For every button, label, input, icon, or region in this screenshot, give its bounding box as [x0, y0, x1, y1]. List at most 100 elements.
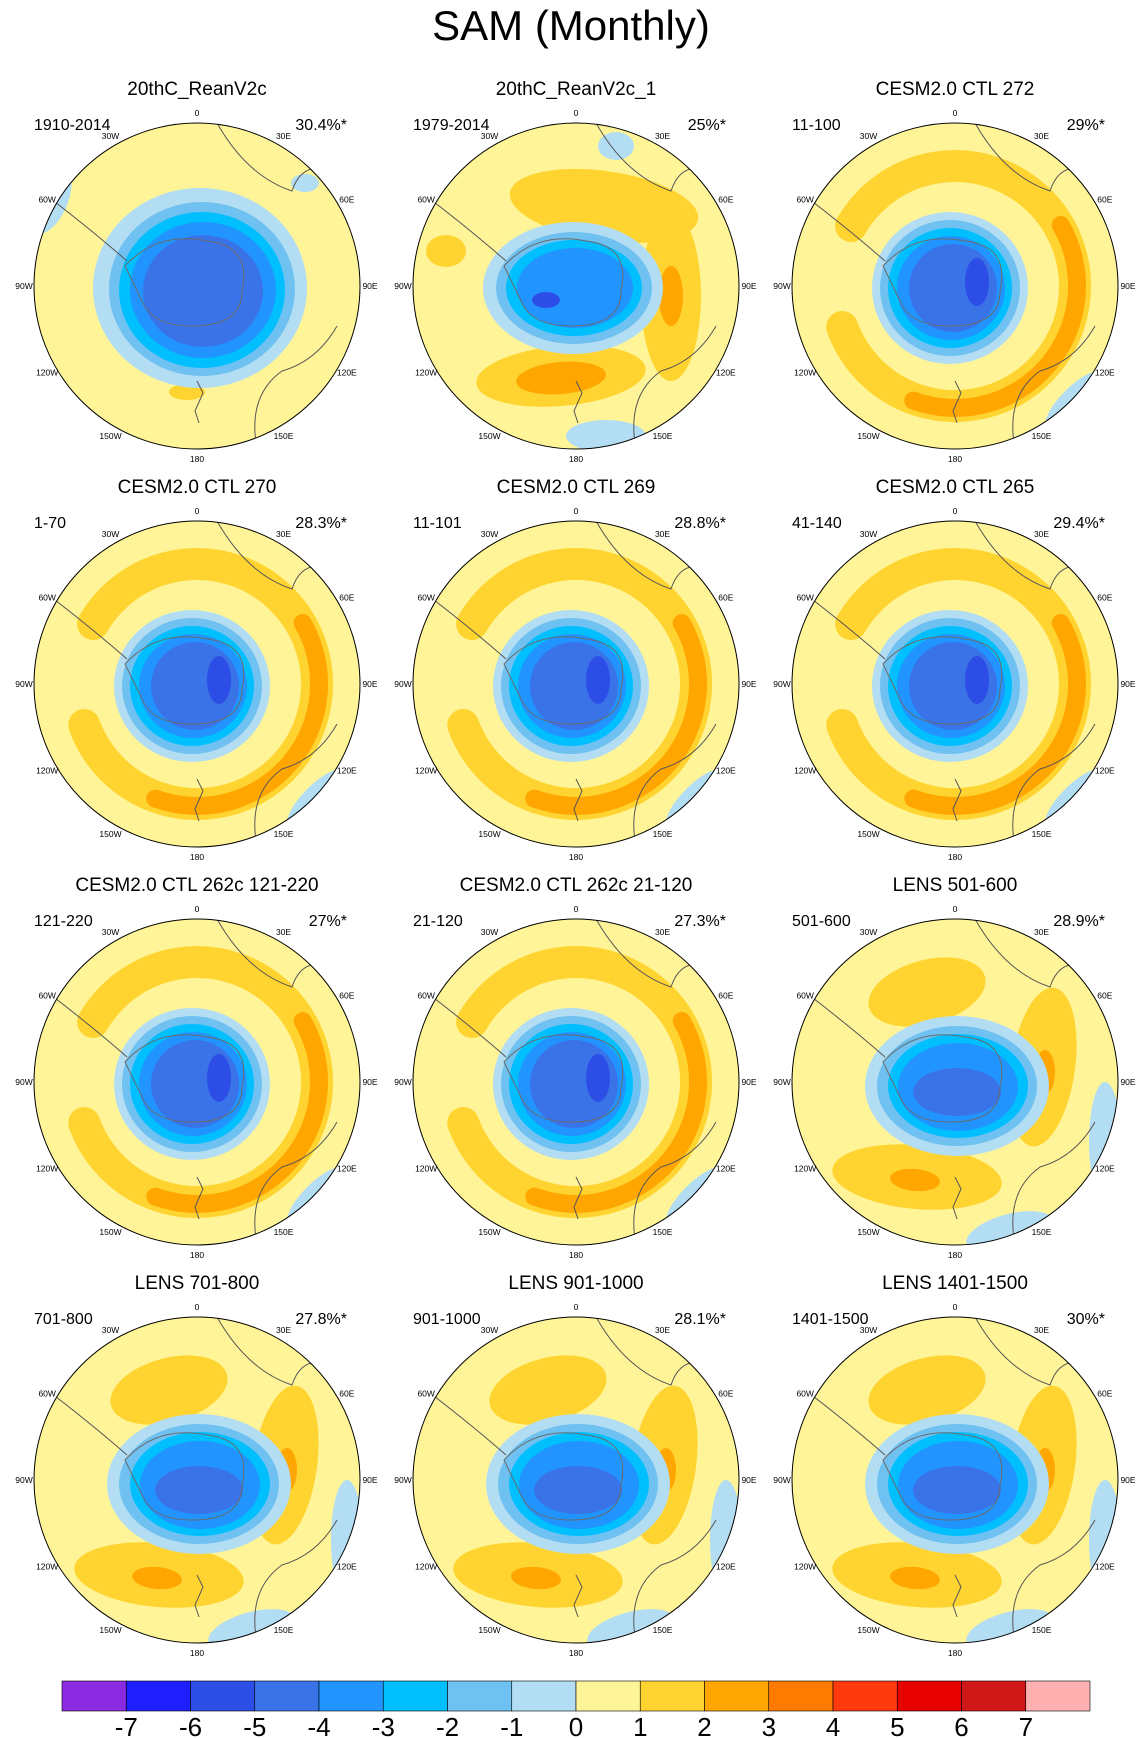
longitude-label: 150E: [653, 1227, 673, 1237]
longitude-label: 120W: [415, 1562, 437, 1572]
longitude-label: 180: [948, 454, 962, 464]
longitude-label: 30E: [276, 927, 291, 937]
australia-coast: [633, 1519, 717, 1643]
map-field: [413, 1317, 739, 1643]
level-neg6: [586, 656, 610, 704]
longitude-label: 90W: [394, 1077, 411, 1087]
panel-title: LENS 901-1000: [508, 1273, 643, 1294]
longitude-label: 150E: [1032, 1227, 1052, 1237]
panel-title: 20thC_ReanV2c_1: [496, 79, 657, 100]
colorbar: -7 -6 -5 -4 -3 -2 -1 0 1 2 3 4 5 6 7: [61, 1680, 1091, 1738]
antarctica-outline: [124, 1432, 245, 1521]
australia-coast: [1012, 723, 1096, 847]
longitude-label: 150E: [653, 829, 673, 839]
longitude-label: 30W: [102, 529, 119, 539]
panel-years: 21-120: [413, 913, 463, 930]
longitude-label: 30W: [102, 131, 119, 141]
longitude-label: 0: [195, 506, 200, 516]
map-field: [792, 919, 1118, 1245]
panel-title: 20thC_ReanV2c: [127, 79, 266, 100]
longitude-label: 0: [195, 1302, 200, 1312]
map-border: [33, 520, 361, 848]
longitude-label: 30E: [276, 1325, 291, 1335]
longitude-label: 90W: [394, 281, 411, 291]
map-panel: LENS 901-1000 901-1000 28.1%* 0 30E 60E 90E 120…: [394, 1273, 757, 1658]
longitude-label: 30W: [481, 1325, 498, 1335]
longitude-label: 90E: [1120, 1475, 1135, 1485]
positive-core: [132, 1566, 182, 1590]
colorbar-swatch: [511, 1680, 577, 1712]
positive-blob: [426, 235, 466, 267]
positive-core: [516, 361, 606, 395]
longitude-label: 120E: [337, 1164, 357, 1174]
longitude-label: 60W: [417, 1389, 434, 1399]
longitude-label: 120W: [794, 1164, 816, 1174]
longitude-label: 150W: [478, 1227, 500, 1237]
positive-core: [890, 1566, 940, 1590]
colorbar-swatch: [190, 1680, 256, 1712]
map-field: [792, 1317, 1118, 1643]
map-field: [413, 123, 739, 449]
longitude-label: 90E: [741, 1475, 756, 1485]
longitude-label: 90E: [741, 1077, 756, 1087]
longitude-label: 180: [569, 1648, 583, 1658]
longitude-label: 150W: [857, 1227, 879, 1237]
panel-variance: 28.1%*: [674, 1311, 726, 1328]
panel-years: 11-101: [413, 515, 462, 532]
longitude-label: 120E: [716, 1562, 736, 1572]
colorbar-swatch: [61, 1680, 127, 1712]
longitude-label: 90E: [362, 679, 377, 689]
colorbar-tick-label: -1: [500, 1712, 523, 1738]
longitude-label: 120E: [716, 368, 736, 378]
positive-ring-core: [525, 1012, 708, 1213]
rim-negative-blob: [331, 1480, 360, 1600]
longitude-label: 60W: [796, 593, 813, 603]
map-field: [792, 123, 1118, 449]
longitude-label: 90E: [1120, 281, 1135, 291]
longitude-label: 150E: [274, 1625, 294, 1635]
longitude-label: 60E: [718, 991, 733, 1001]
longitude-label: 60E: [1097, 991, 1112, 1001]
longitude-label: 180: [569, 1250, 583, 1260]
map-panel: CESM2.0 CTL 265 41-140 29.4%* 0 30E 60E 90E 120…: [773, 477, 1136, 862]
longitude-label: 180: [948, 1648, 962, 1658]
longitude-label: 0: [953, 1302, 958, 1312]
longitude-label: 150E: [274, 1227, 294, 1237]
rim-negative-blob: [1089, 1082, 1118, 1202]
new-zealand-coast: [194, 1176, 204, 1220]
longitude-label: 30W: [860, 131, 877, 141]
panel-variance: 30%*: [1067, 1311, 1105, 1328]
map-border: [412, 918, 740, 1246]
longitude-label: 90E: [362, 281, 377, 291]
longitude-label: 120W: [36, 766, 58, 776]
map-field: [34, 521, 360, 847]
positive-band: [868, 957, 986, 1027]
colorbar-tick-label: 0: [569, 1712, 583, 1738]
longitude-label: 120W: [36, 368, 58, 378]
longitude-label: 30E: [276, 529, 291, 539]
longitude-label: 60E: [718, 1389, 733, 1399]
level-neg6: [207, 656, 231, 704]
longitude-label: 120E: [337, 368, 357, 378]
longitude-label: 90E: [1120, 679, 1135, 689]
panel-title: CESM2.0 CTL 272: [876, 79, 1035, 100]
panel-variance: 30.4%*: [295, 117, 347, 134]
new-zealand-coast: [194, 380, 204, 424]
panel-title: CESM2.0 CTL 265: [876, 477, 1035, 498]
antarctica-outline: [503, 636, 624, 725]
map-panel: CESM2.0 CTL 262c 121-220 121-220 27%* 0 30E 6…: [15, 875, 378, 1260]
map-border: [791, 122, 1119, 450]
map-panel: LENS 701-800 701-800 27.8%* 0 30E 60E 90E 120E 1…: [15, 1273, 378, 1658]
positive-ring-core: [146, 1012, 329, 1213]
main-title: SAM (Monthly): [432, 2, 710, 49]
longitude-label: 60W: [796, 195, 813, 205]
colorbar-swatch: [832, 1680, 898, 1712]
map-field: [34, 123, 360, 449]
longitude-label: 120W: [794, 368, 816, 378]
longitude-label: 90W: [15, 679, 32, 689]
panel-years: 701-800: [34, 1311, 93, 1328]
longitude-label: 30E: [1034, 1325, 1049, 1335]
longitude-label: 0: [574, 108, 579, 118]
longitude-label: 30E: [655, 131, 670, 141]
longitude-label: 90W: [15, 281, 32, 291]
